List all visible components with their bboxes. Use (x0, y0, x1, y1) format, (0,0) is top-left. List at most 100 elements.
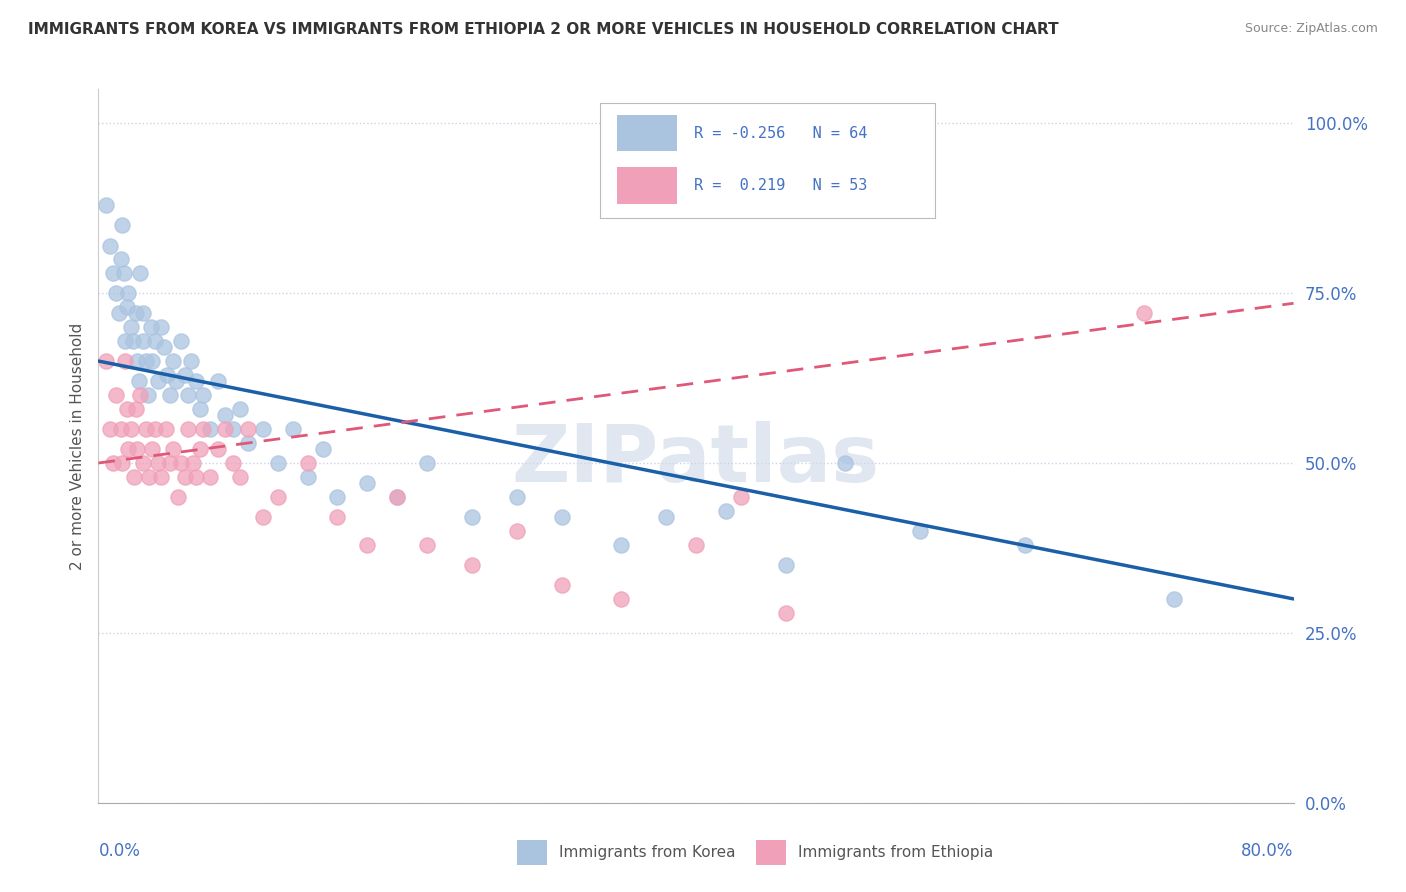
Point (150, 320, 173, 334)
Point (834, 456, 856, 470)
Point (148, 375, 170, 389)
Point (98, 238, 122, 252)
Point (416, 456, 439, 470)
Point (610, 537, 633, 551)
Point (416, 537, 439, 551)
Point (685, 537, 707, 551)
Point (121, 334, 143, 348)
Point (156, 368, 179, 382)
Point (129, 266, 152, 280)
Point (136, 388, 159, 402)
Point (165, 375, 187, 389)
Point (207, 375, 229, 389)
Bar (517, 840, 547, 865)
Point (200, 469, 222, 483)
Point (610, 591, 633, 606)
Point (162, 442, 184, 457)
Text: ZIPatlas: ZIPatlas (512, 421, 880, 500)
Point (177, 388, 200, 402)
Point (174, 368, 197, 382)
Point (127, 354, 149, 368)
Point (110, 252, 132, 266)
Point (385, 490, 409, 504)
Point (129, 388, 152, 402)
Point (356, 537, 378, 551)
Point (155, 422, 177, 436)
Point (188, 442, 211, 457)
Point (1133, 306, 1156, 320)
Point (191, 422, 214, 436)
Point (222, 422, 245, 436)
Point (132, 306, 155, 320)
Point (775, 558, 797, 572)
Bar (756, 840, 786, 865)
Point (115, 300, 138, 314)
Point (108, 306, 131, 320)
Point (114, 354, 136, 368)
Point (188, 401, 211, 416)
Point (135, 354, 157, 368)
Point (207, 442, 229, 457)
Point (120, 320, 142, 334)
Point (135, 422, 157, 436)
Point (105, 286, 128, 301)
Point (229, 469, 252, 483)
Point (94, 198, 117, 212)
Text: Source: ZipAtlas.com: Source: ZipAtlas.com (1244, 22, 1378, 36)
Point (128, 375, 150, 389)
Point (297, 456, 319, 470)
Point (117, 442, 139, 457)
Point (148, 456, 170, 470)
Point (356, 476, 378, 491)
Point (385, 490, 409, 504)
Point (115, 401, 138, 416)
Point (153, 341, 176, 355)
Text: Immigrants from Ethiopia: Immigrants from Ethiopia (797, 846, 993, 860)
Point (550, 510, 572, 524)
Point (1163, 591, 1185, 606)
Point (267, 490, 290, 504)
Point (111, 456, 134, 470)
Point (177, 422, 200, 436)
Point (139, 320, 162, 334)
Point (200, 422, 222, 436)
Point (141, 442, 163, 457)
Y-axis label: 2 or more Vehicles in Household: 2 or more Vehicles in Household (69, 322, 84, 570)
Point (120, 422, 142, 436)
Point (236, 422, 259, 436)
Text: 80.0%: 80.0% (1241, 842, 1294, 860)
Point (297, 469, 319, 483)
Point (222, 456, 245, 470)
Point (214, 409, 236, 423)
Point (117, 286, 139, 301)
Point (214, 422, 236, 436)
Point (191, 388, 214, 402)
Point (174, 469, 197, 483)
Point (714, 503, 737, 517)
Point (105, 388, 128, 402)
Point (461, 510, 484, 524)
Point (908, 524, 931, 538)
Point (236, 435, 259, 450)
Point (98, 422, 122, 436)
Point (267, 456, 290, 470)
Point (162, 354, 184, 368)
Point (141, 354, 163, 368)
Point (159, 388, 181, 402)
Point (103, 266, 125, 280)
Point (125, 401, 148, 416)
Point (550, 578, 572, 592)
Point (461, 558, 484, 572)
Point (103, 456, 125, 470)
Point (143, 422, 166, 436)
Point (730, 490, 752, 504)
Point (252, 510, 274, 524)
Point (159, 456, 181, 470)
Point (281, 422, 304, 436)
Text: Immigrants from Korea: Immigrants from Korea (558, 846, 735, 860)
Text: 0.0%: 0.0% (98, 842, 141, 860)
Point (1014, 537, 1036, 551)
Text: IMMIGRANTS FROM KOREA VS IMMIGRANTS FROM ETHIOPIA 2 OR MORE VEHICLES IN HOUSEHOL: IMMIGRANTS FROM KOREA VS IMMIGRANTS FROM… (28, 22, 1059, 37)
Point (127, 442, 149, 457)
Point (166, 490, 188, 504)
